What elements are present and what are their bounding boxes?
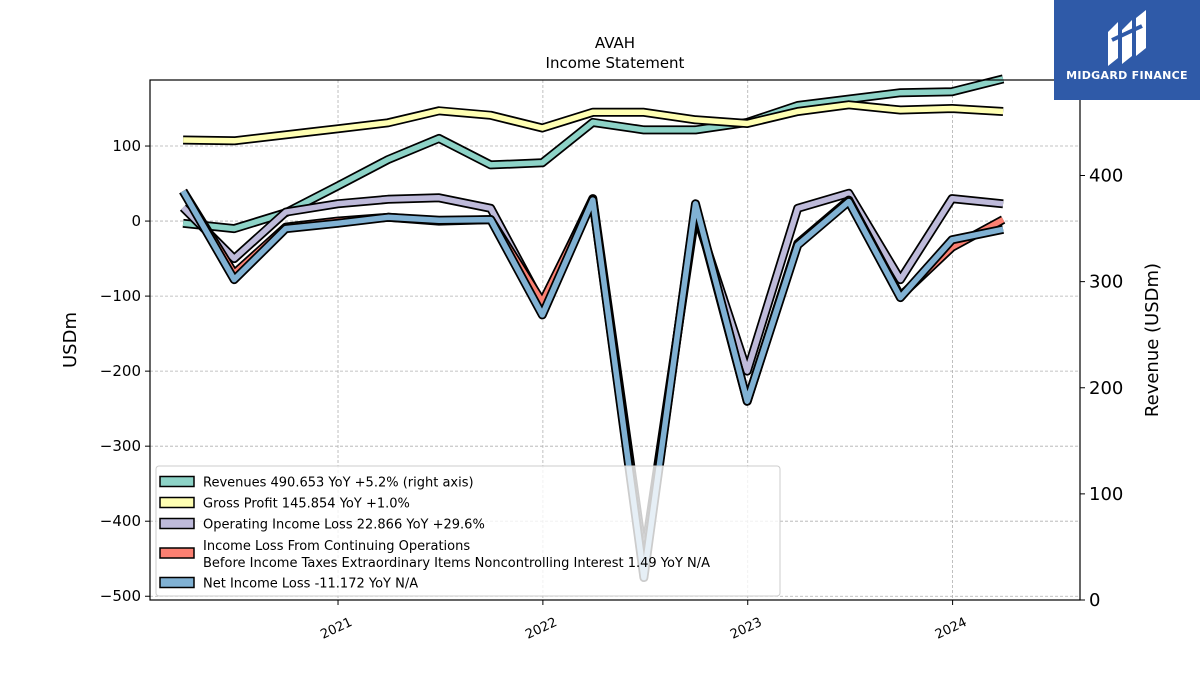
x-axis: 2021 2022 2023 2024 — [318, 600, 969, 643]
legend-item: Gross Profit 145.854 YoY +1.0% — [159, 496, 410, 512]
y-tick-label-left: −500 — [100, 587, 141, 605]
x-tick-label: 2022 — [523, 615, 559, 643]
legend-swatch — [159, 496, 195, 509]
legend-label: Revenues 490.653 YoY +5.2% (right axis) — [203, 476, 474, 491]
y-tick-label-right: 300 — [1089, 272, 1123, 293]
brand-logo: MIDGARD FINANCE — [1054, 0, 1200, 100]
series-line — [180, 189, 1004, 581]
series-line — [183, 102, 1004, 144]
y-tick-label-left: −200 — [100, 362, 141, 380]
chart-subtitle: Income Statement — [546, 54, 685, 72]
legend-swatch — [159, 576, 195, 589]
y-tick-label-right: 0 — [1089, 590, 1100, 611]
x-tick-label: 2024 — [933, 615, 969, 643]
legend-label: Gross Profit 145.854 YoY +1.0% — [203, 497, 410, 512]
right-axis: 400 300 200 100 0 — [1080, 166, 1123, 611]
legend-swatch — [159, 517, 195, 530]
legend-item: Operating Income Loss 22.866 YoY +29.6% — [159, 517, 485, 533]
legend-label: Operating Income Loss 22.866 YoY +29.6% — [203, 518, 485, 533]
x-tick-label: 2023 — [728, 615, 764, 643]
left-axis: 100 0 −100 −200 −300 −400 −500 — [100, 137, 150, 605]
legend-item: Net Income Loss -11.172 YoY N/A — [159, 576, 418, 592]
series-0 — [182, 74, 1005, 234]
y-tick-label-left: −100 — [100, 287, 141, 305]
logo-mark-icon — [1108, 10, 1146, 66]
legend-label: Net Income Loss -11.172 YoY N/A — [203, 577, 418, 592]
y-tick-label-left: −300 — [100, 437, 141, 455]
y-axis-left-label: USDm — [60, 312, 81, 368]
legend-label: Income Loss From Continuing Operations — [203, 539, 470, 554]
y-tick-label-right: 200 — [1089, 378, 1123, 399]
series-1 — [183, 100, 1004, 146]
y-tick-label-left: 100 — [112, 137, 141, 155]
logo-text: MIDGARD FINANCE — [1066, 69, 1188, 82]
series-layer — [179, 74, 1006, 582]
legend-item: Income Loss From Continuing Operations Be… — [159, 539, 710, 571]
legend-swatch — [159, 547, 195, 559]
y-axis-right-label: Revenue (USDm) — [1142, 263, 1163, 417]
plot-frame — [149, 79, 1081, 601]
x-tick-label: 2021 — [318, 615, 354, 643]
series-4 — [179, 188, 1005, 582]
chart-title: AVAH — [595, 34, 635, 52]
legend: Revenues 490.653 YoY +5.2% (right axis) G… — [155, 465, 781, 597]
legend-box — [155, 465, 781, 597]
y-tick-label-left: −400 — [100, 512, 141, 530]
y-tick-label-left: 0 — [131, 212, 141, 230]
y-tick-label-right: 400 — [1089, 166, 1123, 187]
y-tick-label-right: 100 — [1089, 484, 1123, 505]
series-line — [182, 76, 1004, 232]
legend-label: Before Income Taxes Extraordinary Items … — [203, 556, 710, 571]
legend-swatch — [159, 475, 195, 488]
legend-item: Revenues 490.653 YoY +5.2% (right axis) — [159, 475, 474, 491]
